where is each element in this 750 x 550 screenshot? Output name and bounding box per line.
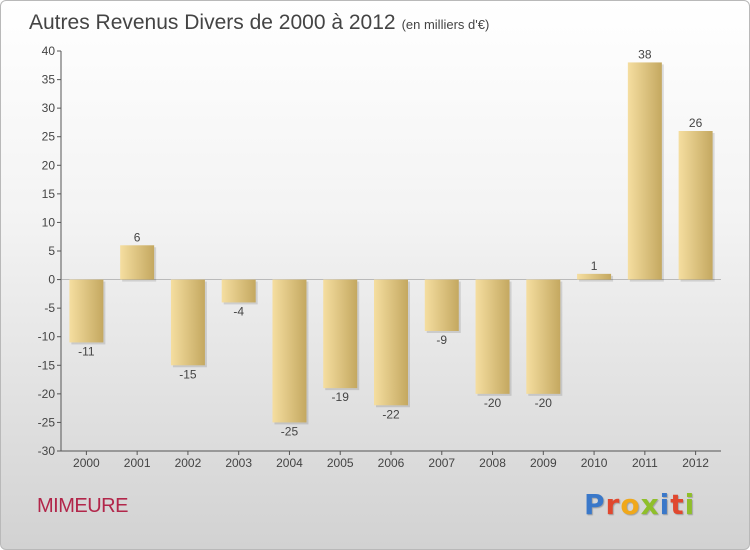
x-tick-label: 2000 (73, 456, 100, 470)
bar-2005 (323, 279, 358, 389)
data-label: 6 (134, 230, 141, 244)
logo-letter: o (620, 488, 641, 521)
data-label: 38 (638, 47, 652, 61)
x-tick-label: 2008 (479, 456, 506, 470)
x-tick-label: 2002 (175, 456, 202, 470)
data-labels: -11 6 -15 -4 -25 -19 -22 -9 -20 -20 1 38 26 (78, 47, 702, 438)
bar-2007 (424, 279, 459, 331)
y-tick-label: 15 (42, 187, 56, 201)
x-tick-label: 2011 (632, 456, 658, 470)
y-tick-label: -5 (44, 301, 55, 315)
bar-2001 (120, 245, 155, 280)
data-label: -9 (436, 333, 447, 347)
x-tick-label: 2005 (327, 456, 354, 470)
bars (69, 62, 715, 425)
bar-2002 (170, 279, 205, 366)
y-tick-label: 0 (48, 273, 55, 287)
logo-letter: P (584, 488, 606, 521)
logo-letter: x (640, 488, 660, 521)
y-tick-label: -25 (38, 415, 56, 429)
bar-2008 (475, 279, 510, 394)
y-tick-label: 30 (42, 101, 56, 115)
y-tick-label: 25 (42, 130, 56, 144)
bar-2003 (221, 279, 256, 303)
bar-2012 (678, 131, 713, 280)
data-label: -11 (78, 344, 95, 358)
place-name: MIMEURE (37, 495, 128, 517)
data-label: -25 (281, 424, 299, 438)
data-label: -20 (484, 396, 502, 410)
y-tick-label: 10 (42, 215, 56, 229)
y-tick-label: 40 (42, 44, 56, 58)
y-tick-label: 35 (42, 73, 56, 87)
data-label: -15 (179, 367, 197, 381)
logo-letter: i (684, 488, 696, 521)
data-label: -19 (332, 390, 350, 404)
data-label: 26 (689, 116, 703, 130)
data-label: -20 (535, 396, 553, 410)
y-tick-label: -15 (38, 358, 56, 372)
x-tick-label: 2004 (276, 456, 303, 470)
logo-letter: i (659, 488, 671, 521)
data-label: -4 (233, 304, 244, 318)
x-tick-label: 2001 (124, 456, 151, 470)
y-tick-label: 5 (48, 244, 55, 258)
logo-letter: t (670, 488, 685, 521)
bar-2010 (577, 273, 612, 280)
bar-2000 (69, 279, 104, 343)
chart-unit: (en milliers d'€) (401, 17, 490, 32)
x-tick-label: 2006 (378, 456, 405, 470)
axes: 40 35 30 25 20 15 10 5 0 -5 -10 -15 -20 -25 -30 2000 200… (38, 44, 721, 470)
x-tick-label: 2007 (428, 456, 455, 470)
data-label: -22 (382, 407, 400, 421)
proxiti-logo[interactable]: Proxiti (584, 488, 695, 521)
x-tick-label: 2003 (225, 456, 252, 470)
data-label: 1 (591, 259, 598, 273)
y-tick-label: -20 (38, 387, 56, 401)
logo-letter: r (605, 488, 621, 521)
y-tick-label: -30 (38, 444, 56, 458)
bar-2006 (374, 279, 408, 406)
chart-title: Autres Revenus Divers de 2000 à 2012 (en … (29, 11, 489, 35)
x-tick-label: 2009 (530, 456, 557, 470)
bar-2004 (272, 279, 307, 423)
bar-2011 (627, 62, 662, 280)
x-tick-label: 2010 (581, 456, 608, 470)
y-tick-label: 20 (42, 158, 56, 172)
chart-title-text: Autres Revenus Divers de 2000 à 2012 (29, 11, 396, 34)
bar-2009 (526, 279, 561, 394)
y-tick-label: -10 (38, 330, 56, 344)
x-tick-label: 2012 (682, 456, 709, 470)
